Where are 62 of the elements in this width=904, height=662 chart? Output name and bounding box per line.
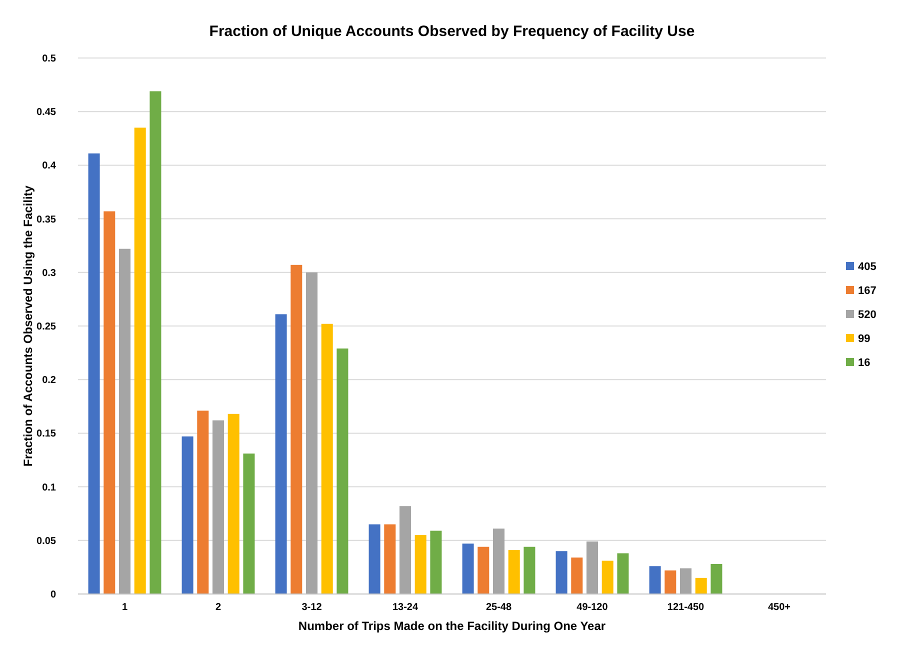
- bar: [524, 546, 536, 594]
- bar: [228, 414, 240, 594]
- bar: [710, 564, 722, 594]
- bar: [695, 578, 707, 594]
- bar: [508, 550, 520, 594]
- legend-label: 16: [858, 356, 870, 369]
- bar: [290, 264, 302, 594]
- x-tick-label: 49-120: [576, 602, 608, 613]
- bar: [212, 420, 224, 594]
- y-axis-title: Fraction of Accounts Observed Using the Facility: [21, 185, 35, 466]
- legend-label: 167: [858, 284, 876, 297]
- bar: [399, 506, 412, 594]
- bar: [602, 560, 614, 594]
- bar: [104, 211, 116, 594]
- bar: [118, 248, 131, 594]
- y-tick-label: 0.5: [42, 54, 56, 64]
- x-tick-label: 3-12: [302, 602, 322, 613]
- bar: [462, 544, 474, 594]
- x-tick-label: 121-450: [667, 602, 705, 613]
- bar: [243, 454, 255, 594]
- bar: [150, 91, 162, 594]
- y-tick-label: 0.05: [36, 536, 56, 547]
- bar: [478, 546, 490, 594]
- y-tick-label: 0.35: [36, 214, 56, 226]
- bar: [556, 551, 568, 594]
- x-tick-label: 1: [122, 602, 128, 613]
- y-tick-label: 0.4: [42, 160, 56, 172]
- y-tick-label: 0.1: [42, 482, 56, 494]
- bar: [430, 530, 442, 594]
- bar: [586, 541, 598, 594]
- bar: [492, 528, 505, 594]
- x-tick-label: 2: [215, 602, 222, 613]
- bar: [571, 558, 583, 594]
- bar: [134, 128, 146, 594]
- bar: [275, 314, 287, 594]
- x-tick-label: 13-24: [392, 602, 418, 613]
- x-tick-label: 450+: [768, 602, 791, 613]
- y-tick-label: 0.15: [36, 428, 56, 440]
- bar: [649, 566, 661, 594]
- bar: [182, 436, 194, 594]
- x-tick-label: 25-48: [486, 602, 512, 613]
- legend-label: 99: [858, 332, 870, 345]
- bar: [680, 568, 692, 594]
- bar: [321, 324, 333, 594]
- bar: [88, 153, 100, 594]
- bar: [617, 553, 629, 594]
- chart-title: Fraction of Unique Accounts Observed by Frequency of Facility Use: [209, 23, 695, 40]
- y-tick-label: 0.3: [42, 268, 56, 279]
- y-tick-label: 0.2: [42, 375, 56, 386]
- legend-label: 405: [858, 260, 876, 273]
- bar: [336, 348, 348, 594]
- y-tick-label: 0.45: [36, 107, 56, 118]
- x-axis-title: Number of Trips Made on the Facility During One Year: [298, 619, 606, 633]
- y-tick-label: 0.25: [36, 322, 56, 332]
- bar: [664, 570, 676, 594]
- legend-label: 520: [858, 308, 876, 321]
- bar: [414, 535, 426, 594]
- bar: [197, 410, 209, 594]
- bar: [368, 524, 380, 594]
- bar: [384, 524, 396, 594]
- y-tick-label: 0: [50, 590, 56, 600]
- bar: [306, 272, 318, 594]
